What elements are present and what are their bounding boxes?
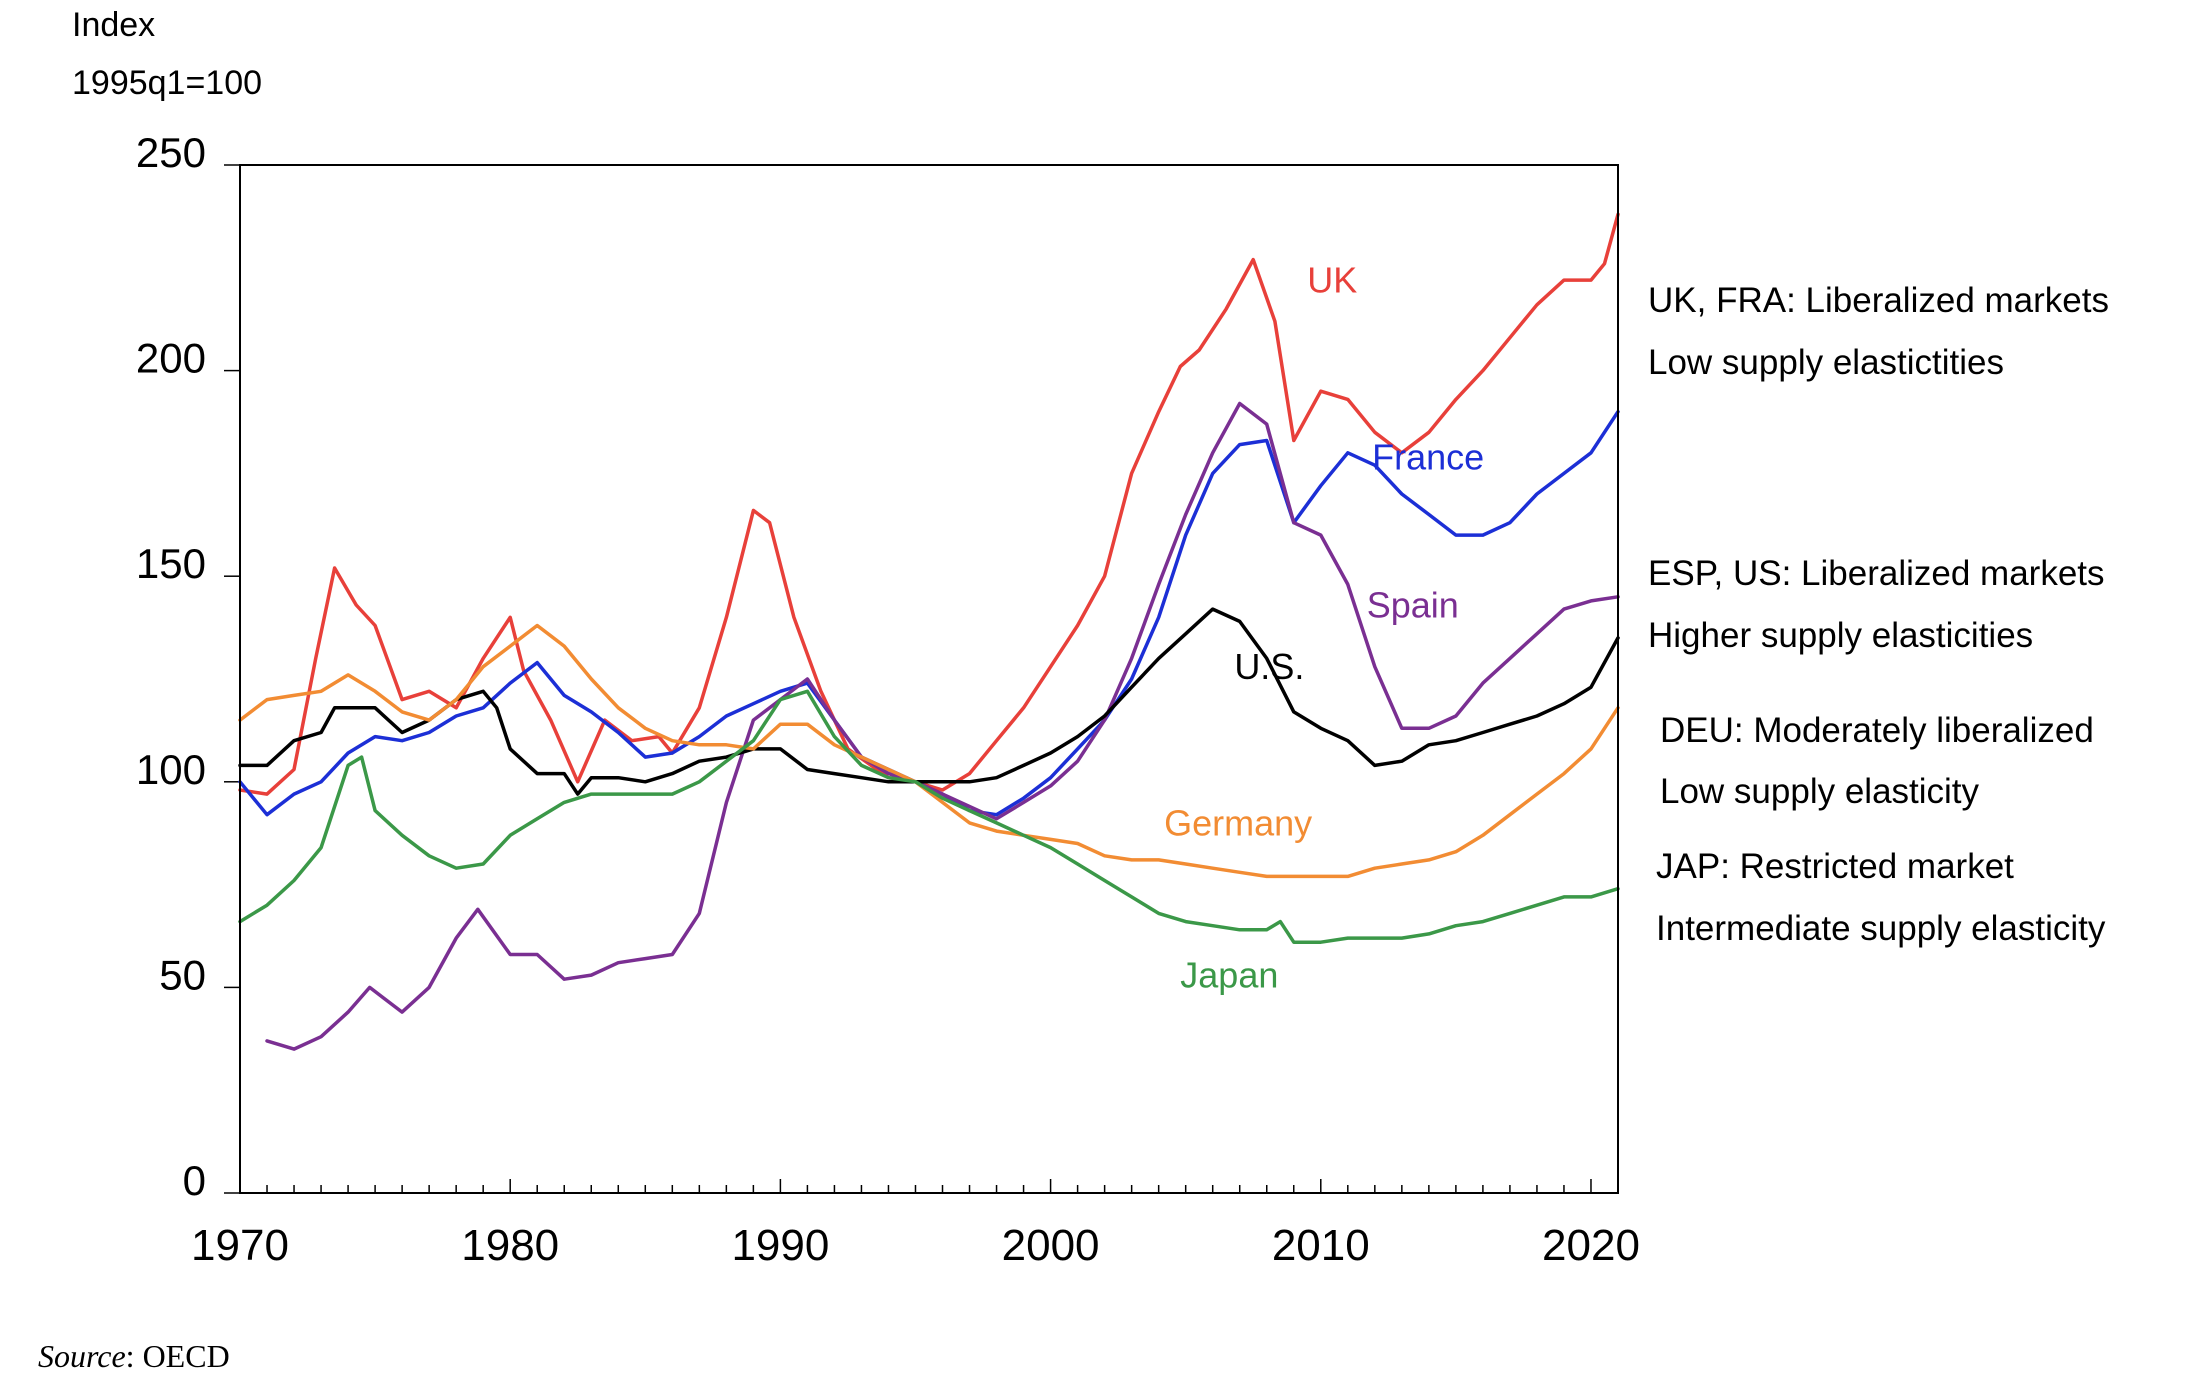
- x-tick-label: 1980: [461, 1221, 559, 1270]
- y-tick-label: 150: [136, 540, 206, 587]
- note-uk-fra-line1: UK, FRA: Liberalized markets: [1648, 281, 2109, 320]
- x-tick-label: 2020: [1542, 1221, 1640, 1270]
- note-jap-line2: Intermediate supply elasticity: [1656, 909, 2106, 948]
- source-note: Source: OECD: [38, 1338, 230, 1375]
- series-line-us: [238, 607, 1620, 796]
- y-axis-title-line2: 1995q1=100: [72, 64, 262, 102]
- note-uk-fra-line2: Low supply elastictities: [1648, 343, 2004, 382]
- y-tick-label: 0: [183, 1157, 206, 1204]
- series-label-uk: UK: [1307, 259, 1357, 300]
- series-line-spain: [265, 401, 1620, 1051]
- y-tick-labels: 0 50 100 150 200 250: [136, 129, 206, 1204]
- x-tick-label: 1990: [731, 1221, 829, 1270]
- x-tick-label: 1970: [191, 1221, 289, 1270]
- series-line-japan: [238, 689, 1620, 944]
- series-label-us: U.S.: [1234, 646, 1304, 687]
- y-axis-title-line1: Index: [72, 6, 155, 44]
- series-label-japan: Japan: [1180, 954, 1278, 995]
- source-value: : OECD: [125, 1338, 230, 1374]
- series-labels: UK France Spain U.S. Germany Japan: [1164, 259, 1484, 995]
- axis-ticks: [224, 164, 1619, 1194]
- annotation-notes: UK, FRA: Liberalized markets Low supply …: [1648, 281, 2109, 948]
- series-label-france: France: [1372, 436, 1484, 477]
- x-tick-label: 2000: [1002, 1221, 1100, 1270]
- note-deu-line2: Low supply elasticity: [1660, 772, 1980, 811]
- series-lines: [238, 212, 1620, 1051]
- y-tick-label: 200: [136, 335, 206, 382]
- series-line-germany: [238, 623, 1620, 879]
- note-esp-us-line1: ESP, US: Liberalized markets: [1648, 554, 2105, 593]
- y-tick-label: 100: [136, 746, 206, 793]
- note-esp-us-line2: Higher supply elasticities: [1648, 616, 2033, 655]
- series-label-spain: Spain: [1367, 584, 1459, 625]
- series-label-germany: Germany: [1164, 802, 1312, 843]
- plot-frame: [239, 164, 1619, 1194]
- x-tick-labels: 1970 1980 1990 2000 2010 2020: [191, 1221, 1640, 1270]
- note-jap-line1: JAP: Restricted market: [1656, 847, 2014, 886]
- y-tick-label: 50: [159, 951, 206, 998]
- note-deu-line1: DEU: Moderately liberalized: [1660, 711, 2094, 750]
- source-label: Source: [38, 1338, 126, 1374]
- y-tick-label: 250: [136, 129, 206, 176]
- x-tick-label: 2010: [1272, 1221, 1370, 1270]
